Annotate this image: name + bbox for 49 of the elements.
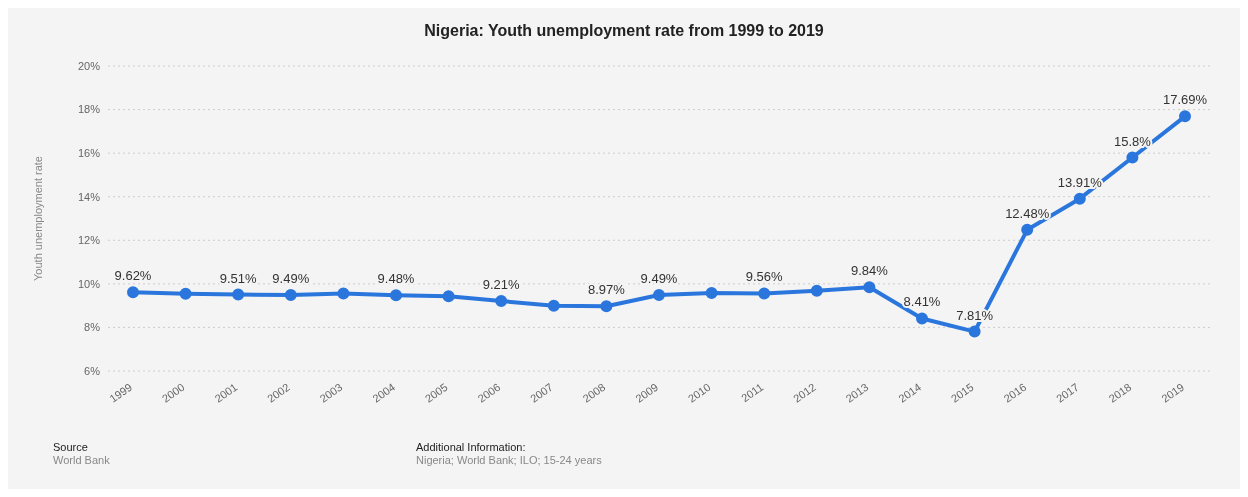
- point: [863, 281, 876, 294]
- y-axis-title: Youth unemployment rate: [31, 156, 44, 281]
- text: World Bank: [53, 454, 110, 467]
- y-tick-label: 8%: [84, 321, 101, 334]
- data-label: 9.49%: [272, 270, 310, 286]
- y-tick-label: 16%: [77, 147, 101, 160]
- x-tick-label: 2011: [739, 380, 766, 405]
- point: [547, 299, 560, 312]
- point: [653, 288, 665, 301]
- point: [1021, 223, 1034, 236]
- data-label: 8.97%: [587, 282, 626, 298]
- point: [495, 295, 508, 308]
- y-tick-label: 10%: [77, 277, 101, 290]
- point: [758, 287, 771, 300]
- data-label: 17.69%: [1162, 92, 1208, 108]
- data-label: 9.49%: [640, 270, 678, 286]
- point: [442, 290, 455, 303]
- y-tick-label: 18%: [77, 103, 101, 116]
- point: [1073, 192, 1086, 205]
- text: Source: [53, 441, 89, 454]
- point: [1179, 110, 1191, 123]
- point: [284, 288, 297, 301]
- y-tick-label: 12%: [77, 234, 101, 247]
- y-tick-label: 6%: [84, 364, 101, 377]
- point: [1126, 151, 1139, 164]
- data-label: 8.41%: [903, 294, 941, 310]
- data-label: 9.48%: [377, 271, 415, 287]
- data-label: 9.51%: [219, 270, 258, 286]
- text: Nigeria; World Bank; ILO; 15-24 years: [416, 454, 602, 467]
- data-label: 12.48%: [1005, 205, 1050, 221]
- point: [916, 312, 928, 325]
- data-label: 9.21%: [482, 277, 521, 293]
- point: [179, 287, 192, 300]
- point: [232, 288, 245, 301]
- point: [127, 286, 139, 299]
- data-label: 9.84%: [850, 263, 889, 279]
- data-label: 9.56%: [745, 269, 784, 285]
- y-tick-label: 20%: [77, 59, 101, 72]
- data-label: 15.8%: [1113, 133, 1152, 149]
- point: [337, 287, 350, 300]
- point: [390, 289, 402, 302]
- point: [600, 300, 613, 313]
- data-label: 9.62%: [114, 268, 152, 284]
- text: Additional Information:: [416, 441, 527, 454]
- point: [968, 325, 981, 338]
- y-tick-label: 14%: [77, 190, 101, 203]
- chart-title: Nigeria: Youth unemployment rate from 1999 to 2019: [423, 21, 825, 41]
- point: [810, 284, 823, 297]
- point: [705, 287, 718, 300]
